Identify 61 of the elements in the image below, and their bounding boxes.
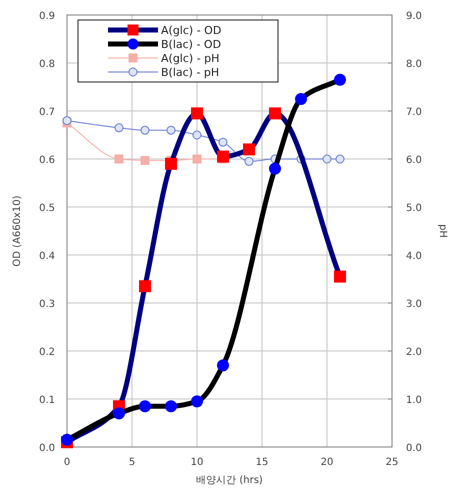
point [295, 93, 307, 105]
point [62, 116, 72, 126]
point [113, 407, 125, 420]
y2-tick-label: 3.0 [406, 299, 422, 310]
point [191, 395, 203, 408]
legend-label: B(lac) - OD [161, 38, 222, 51]
y2-tick-label: 1.0 [406, 395, 422, 406]
y-tick-label: 0.8 [39, 59, 55, 70]
point [269, 107, 281, 120]
point [322, 154, 332, 164]
y-tick-label: 0.7 [39, 107, 55, 118]
point [336, 154, 344, 164]
point [165, 158, 177, 170]
point [139, 400, 151, 412]
point [244, 156, 254, 166]
y-tick-label: 0.3 [39, 299, 55, 310]
point [218, 138, 228, 147]
point [334, 270, 346, 283]
point [61, 434, 73, 446]
point [192, 154, 202, 164]
y2-tick-label: 5.0 [406, 203, 422, 214]
y-tick-label: 0.1 [39, 395, 55, 406]
point [114, 154, 124, 164]
x-axis-title: 배양시간 (hrs) [196, 475, 263, 486]
y-tick-label: 0.5 [39, 203, 55, 214]
y-axis-title: OD (A660x10) [12, 195, 23, 267]
point [217, 150, 229, 163]
x-tick-label: 15 [256, 457, 268, 468]
x-tick-label: 0 [64, 457, 70, 468]
point [166, 126, 176, 135]
x-tick-label: 25 [386, 457, 398, 468]
y-tick-label: 0.4 [39, 251, 55, 262]
point [140, 156, 150, 165]
point [139, 280, 151, 292]
y-tick-label: 0.2 [39, 347, 55, 358]
y2-tick-label: 4.0 [406, 251, 422, 262]
point [114, 123, 124, 132]
point [192, 130, 202, 140]
legend-label: A(glc) - pH [161, 52, 220, 65]
y2-tick-label: 0.0 [406, 443, 422, 454]
point [217, 359, 229, 372]
x-tick-label: 10 [190, 457, 204, 468]
x-tick-label: 5 [128, 457, 136, 468]
y2-tick-label: 6.0 [406, 155, 422, 166]
point [165, 400, 177, 412]
y-tick-label: 0.9 [39, 11, 55, 22]
point [191, 107, 203, 120]
y2-tick-label: 7.0 [406, 107, 422, 118]
y2-axis-title: pH [437, 224, 448, 238]
legend-label: A(glc) - OD [161, 24, 222, 37]
y-tick-label: 0.6 [39, 155, 55, 166]
y2-tick-label: 9.0 [406, 11, 422, 22]
point [269, 162, 281, 175]
legend-label: B(lac) - pH [161, 66, 220, 79]
x-tick-label: 20 [320, 457, 334, 468]
y2-tick-label: 2.0 [406, 347, 422, 358]
point [140, 126, 150, 135]
y-tick-label: 0.0 [39, 443, 55, 454]
point [243, 143, 255, 156]
point [334, 74, 346, 86]
y2-tick-label: 8.0 [406, 59, 422, 70]
